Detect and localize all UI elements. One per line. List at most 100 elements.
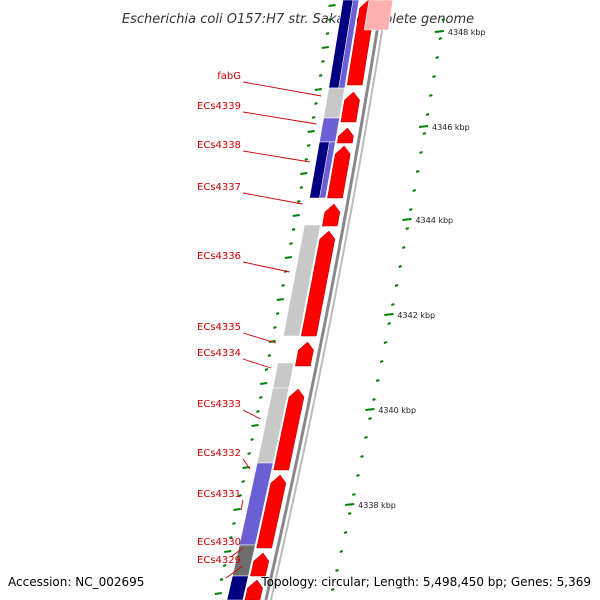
scale-tick: [432, 75, 436, 78]
gc-tick: [321, 46, 329, 49]
gene-label: ECs4333: [197, 399, 241, 410]
forward-gene-faded: [363, 0, 394, 31]
gene-leader-line: [242, 332, 277, 344]
reverse-gene-segment: [282, 224, 321, 337]
scale-tick: [330, 588, 335, 591]
scale-tick: [383, 341, 388, 344]
scale-label: 4338 kbp: [358, 501, 396, 510]
scale-tick: [387, 322, 391, 325]
gc-tick: [284, 256, 293, 259]
reverse-gene-segment: [272, 362, 295, 389]
gc-tick: [258, 396, 263, 399]
scale-major-tick: [384, 313, 394, 316]
gene-leader-line: [242, 111, 317, 125]
gene-label: ECs4335: [197, 322, 241, 333]
scale-label: 4340 kbp: [378, 406, 416, 415]
gc-tick: [318, 74, 323, 77]
gc-tick: [289, 242, 293, 245]
gc-tick: [314, 88, 322, 91]
kbp-scale: 4348 kbp 4346 kbp 4344 kbp 4342 kbp 4340 kbp…: [345, 28, 486, 510]
gene-labels: fabG ECs4339 ECs4338 ECs4337 ECs4336 ECs4335 E…: [197, 71, 322, 579]
scale-tick: [335, 569, 339, 572]
scale-tick: [438, 37, 443, 40]
gene-leader-line: [242, 81, 322, 97]
forward-gene-arrow: [244, 579, 263, 600]
gene-leader-line: [242, 192, 303, 205]
scale-label: 4348 kbp: [448, 28, 486, 37]
forward-gene-arrow: [300, 230, 336, 337]
gc-tick: [325, 32, 330, 35]
gc-tick: [304, 158, 309, 161]
gc-tick: [222, 564, 227, 567]
gene-label: ECs4336: [197, 251, 241, 262]
scale-tick: [408, 208, 413, 211]
gc-tick: [296, 200, 301, 203]
gc-tick: [267, 354, 272, 357]
scale-major-tick: [402, 218, 412, 221]
gc-tick: [233, 508, 241, 511]
scale-tick: [360, 455, 364, 458]
gc-tick: [292, 214, 300, 217]
gene-label: ECs4338: [197, 140, 241, 151]
scale-tick: [435, 56, 439, 59]
gc-tick: [328, 18, 332, 21]
forward-gene-arrow: [250, 552, 270, 577]
scale-tick: [368, 417, 372, 420]
scale-tick: [339, 550, 344, 553]
scale-tick: [391, 303, 395, 306]
scale-major-tick: [434, 30, 445, 33]
forward-gene-arrow: [294, 341, 314, 367]
scale-tick: [401, 246, 406, 249]
gene-leader-line: [242, 150, 310, 163]
gc-tick-track: [214, 4, 446, 595]
scale-tick: [356, 474, 360, 477]
gene-leader-line: [240, 499, 244, 511]
scale-tick: [429, 94, 433, 97]
gc-tick: [250, 438, 254, 441]
genome-title: Escherichia coli O157:H7 str. Sakai, com…: [122, 12, 474, 27]
gc-tick: [299, 186, 304, 189]
scale-tick: [412, 189, 417, 192]
forward-gene-arrow: [273, 388, 305, 471]
gene-leader-line: [242, 409, 261, 420]
scale-tick: [347, 512, 352, 515]
gene-label: ECs4334: [197, 348, 241, 359]
gene-label: ECs4339: [197, 101, 241, 112]
reverse-gene-highlight: [338, 0, 360, 89]
gc-tick: [273, 326, 277, 329]
backbone-ring: [264, 0, 388, 600]
scale-major-tick: [365, 408, 375, 411]
gc-tick: [311, 116, 316, 119]
gc-tick: [275, 312, 280, 315]
scale-tick: [343, 531, 348, 534]
scale-tick: [405, 227, 410, 230]
gene-label: ECs4330: [197, 537, 241, 548]
reverse-gene-highlight: [319, 141, 336, 199]
gc-tick: [321, 60, 325, 63]
reverse-gene-segment: [319, 117, 340, 143]
scale-tick: [364, 436, 368, 439]
scale-label: 4346 kbp: [432, 123, 470, 132]
reverse-gene-segment: [323, 87, 346, 119]
gc-tick: [307, 130, 315, 133]
forward-gene-arrow: [340, 91, 360, 123]
gene-leader-line: [225, 565, 244, 579]
forward-gene-arrow: [327, 145, 351, 199]
gene-label: fabG: [217, 71, 241, 82]
gc-tick: [214, 592, 222, 595]
gene-leader-line: [230, 547, 244, 558]
reverse-strand-track: [226, 0, 360, 600]
gc-tick: [241, 480, 245, 483]
scale-tick: [441, 18, 446, 21]
accession-text: Accession: NC_002695: [8, 575, 144, 589]
gc-tick: [247, 452, 251, 455]
gene-label: ECs4329: [197, 555, 241, 566]
scale-tick: [375, 379, 380, 382]
gc-tick: [219, 578, 224, 581]
scale-tick: [394, 284, 399, 287]
scale-tick: [352, 493, 356, 496]
backbone-line: [269, 0, 388, 600]
scale-major-tick: [345, 503, 355, 506]
gc-tick: [260, 382, 268, 385]
